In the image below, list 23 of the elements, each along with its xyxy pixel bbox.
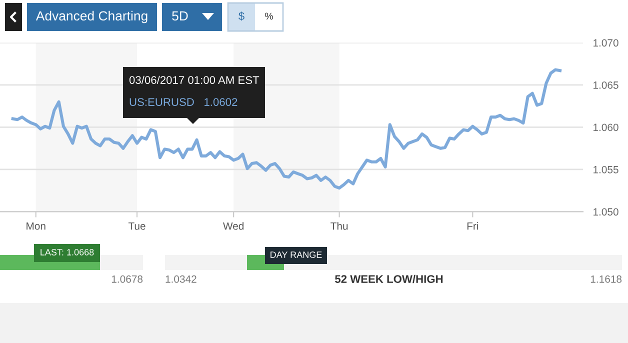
x-tick-label: Mon — [26, 222, 46, 230]
y-tick-label: 1.050 — [594, 208, 618, 216]
x-tick-label: Fri — [467, 222, 478, 230]
annotation: US:EURUSD 1.0602 — [130, 98, 238, 106]
text: LAST: 1.0668 — [40, 249, 94, 256]
y-tick-label: 1.060 — [594, 124, 618, 132]
x-tick-label: Wed — [222, 222, 244, 230]
text: $ — [238, 12, 244, 21]
text: DAY RANGE — [270, 252, 322, 258]
text: 1.0342 — [166, 275, 196, 283]
text: 52 WEEK LOW/HIGH — [335, 274, 443, 284]
x-tick-label: Tue — [128, 222, 146, 230]
text: 1.0678 — [112, 275, 143, 283]
line-series — [11, 68, 562, 190]
text: 1.1618 — [590, 275, 622, 283]
y-tick-label: 1.055 — [594, 166, 618, 174]
y-tick-label: 1.070 — [594, 39, 618, 47]
x-tick-label: Thu — [330, 222, 348, 230]
text: % — [265, 12, 273, 20]
y-tick-label: 1.065 — [594, 81, 618, 89]
text: Advanced Charting — [36, 10, 148, 24]
annotation: 03/06/2017 01:00 AM EST — [129, 76, 260, 84]
text: 5D — [172, 11, 188, 21]
